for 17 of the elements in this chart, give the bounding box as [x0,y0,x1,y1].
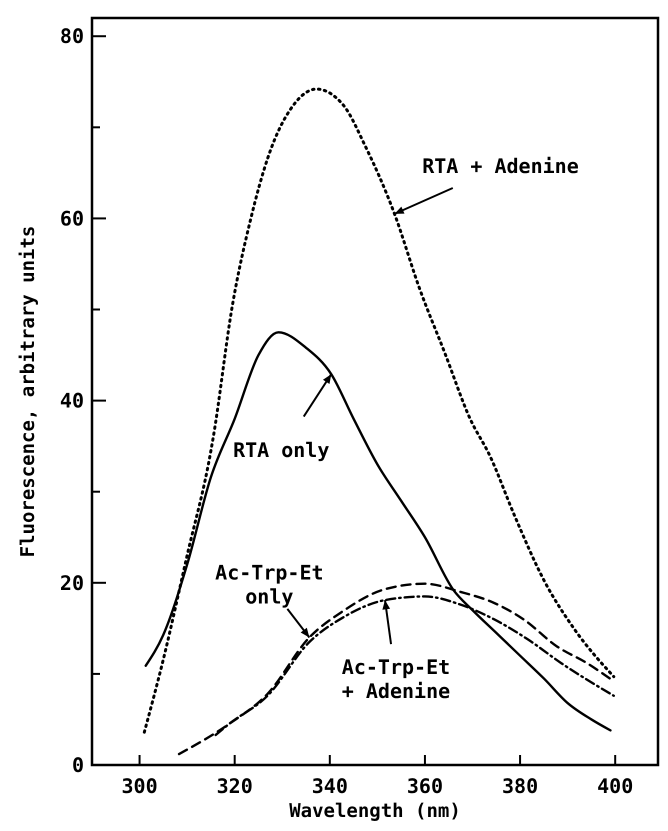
y-tick-label: 20 [60,570,84,595]
annotation: Ac-Trp-Et + Adenine [342,655,450,704]
x-tick-label: 380 [502,774,538,798]
x-tick-label: 360 [406,774,444,798]
x-axis-title: Wavelength (nm) [289,800,461,822]
x-tick-label: 320 [216,774,253,798]
y-tick-label: 60 [60,206,84,230]
y-axis-title: Fluorescence, arbitrary units [17,226,39,558]
annotation: Ac-Trp-Et only [215,560,324,608]
x-tick-label: 340 [312,774,348,798]
y-tick-label: 80 [60,24,84,48]
x-tick-label: 300 [122,774,158,798]
x-tick-label: 400 [597,774,634,798]
annotation: RTA only [233,438,330,462]
y-tick-label: 40 [60,388,84,413]
y-tick-label: 0 [72,753,84,777]
annotation: RTA + Adenine [422,154,579,178]
